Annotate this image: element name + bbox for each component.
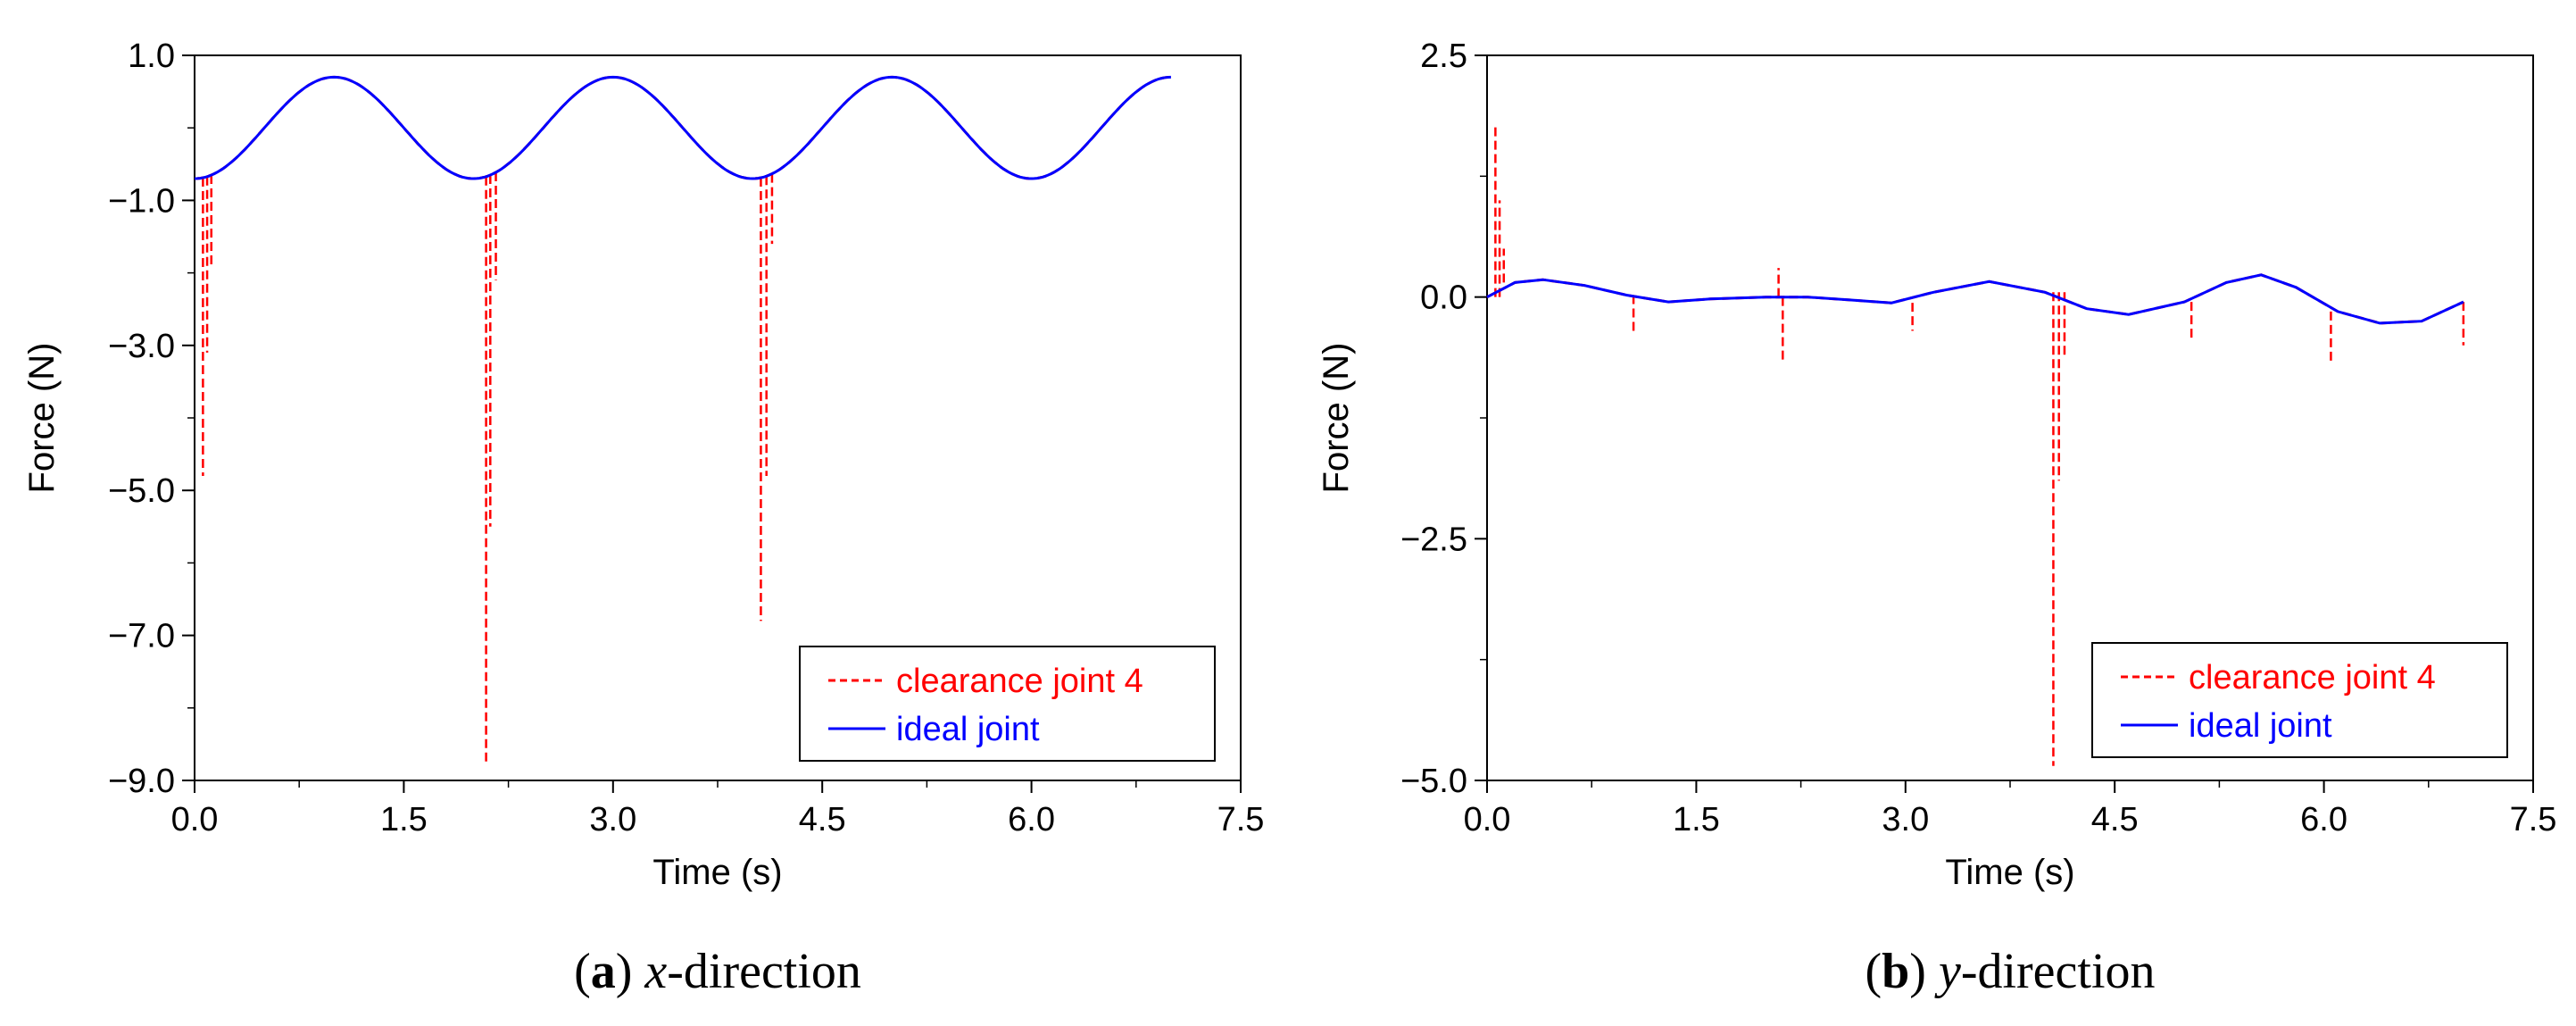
legend-label-ideal-a: ideal joint xyxy=(896,711,1040,748)
x-tick-label-a: 1.5 xyxy=(380,801,428,838)
x-tick-label-a: 7.5 xyxy=(1217,801,1265,838)
y-tick-label-b: −5.0 xyxy=(1400,763,1467,800)
legend-label-clearance-a: clearance joint 4 xyxy=(896,663,1143,700)
x-tick-label-b: 6.0 xyxy=(2300,801,2347,838)
caption-letter-a: a xyxy=(591,944,616,999)
ticks-a: 0.0 1.5 3.0 4.5 6.0 7.5 1.0 −1.0 −3.0 −5.0 −7.0 −9.… xyxy=(108,38,1264,838)
ideal-line-b xyxy=(1486,273,2464,325)
y-tick-label-b: 0.0 xyxy=(1420,279,1467,317)
y-tick-label-a: 1.0 xyxy=(128,38,175,75)
x-tick-label-a: 3.0 xyxy=(589,801,636,838)
y-tick-label-b: −2.5 xyxy=(1400,521,1467,558)
x-tick-label-b: 4.5 xyxy=(2091,801,2139,838)
ticks-b: 0.0 1.5 3.0 4.5 6.0 7.5 2.5 0.0 −2.5 −5.0 xyxy=(1400,38,2556,838)
x-tick-label-a: 6.0 xyxy=(1008,801,1055,838)
y-tick-label-b: 2.5 xyxy=(1420,38,1467,75)
x-axis-label-a: Time (s) xyxy=(652,853,782,892)
y-tick-label-a: −9.0 xyxy=(108,763,175,800)
ideal-line-a xyxy=(194,75,1171,180)
caption-var-a: x xyxy=(644,944,667,999)
x-tick-label-a: 4.5 xyxy=(799,801,846,838)
caption-text-b: -direction xyxy=(1961,944,2156,999)
x-tick-label-b: 1.5 xyxy=(1673,801,1720,838)
y-tick-label-a: −3.0 xyxy=(108,328,175,365)
x-tick-label-b: 7.5 xyxy=(2510,801,2557,838)
legend-box-a xyxy=(799,646,1216,762)
legend-box-b xyxy=(2091,642,2508,758)
legend-label-clearance-b: clearance joint 4 xyxy=(2189,659,2436,697)
legend-label-ideal-b: ideal joint xyxy=(2189,707,2332,745)
y-axis-label-a: Force (N) xyxy=(22,343,62,494)
x-tick-label-b: 3.0 xyxy=(1882,801,1929,838)
caption-b: (b) y-direction xyxy=(1865,944,2155,999)
y-axis-label-b: Force (N) xyxy=(1317,343,1356,494)
caption-a: (a) x-direction xyxy=(574,944,861,999)
y-tick-label-a: −1.0 xyxy=(108,182,175,220)
panel-a: 0.0 1.5 3.0 4.5 6.0 7.5 1.0 −1.0 −3.0 −5.0 −7.0 −9.… xyxy=(22,38,1264,999)
panel-b: 0.0 1.5 3.0 4.5 6.0 7.5 2.5 0.0 −2.5 −5.0 Force (… xyxy=(1317,38,2556,999)
caption-letter-b: b xyxy=(1882,944,1909,999)
caption-text-a: -direction xyxy=(667,944,861,999)
x-tick-label-a: 0.0 xyxy=(171,801,219,838)
y-tick-label-a: −7.0 xyxy=(108,618,175,655)
x-axis-label-b: Time (s) xyxy=(1945,853,2074,892)
y-tick-label-a: −5.0 xyxy=(108,472,175,510)
series-a xyxy=(194,75,1171,766)
legend-b: clearance joint 4 ideal joint xyxy=(2091,642,2508,758)
x-tick-label-b: 0.0 xyxy=(1464,801,1511,838)
caption-var-b: y xyxy=(1934,944,1961,999)
legend-a: clearance joint 4 ideal joint xyxy=(799,646,1216,762)
series-b xyxy=(1486,122,2465,766)
